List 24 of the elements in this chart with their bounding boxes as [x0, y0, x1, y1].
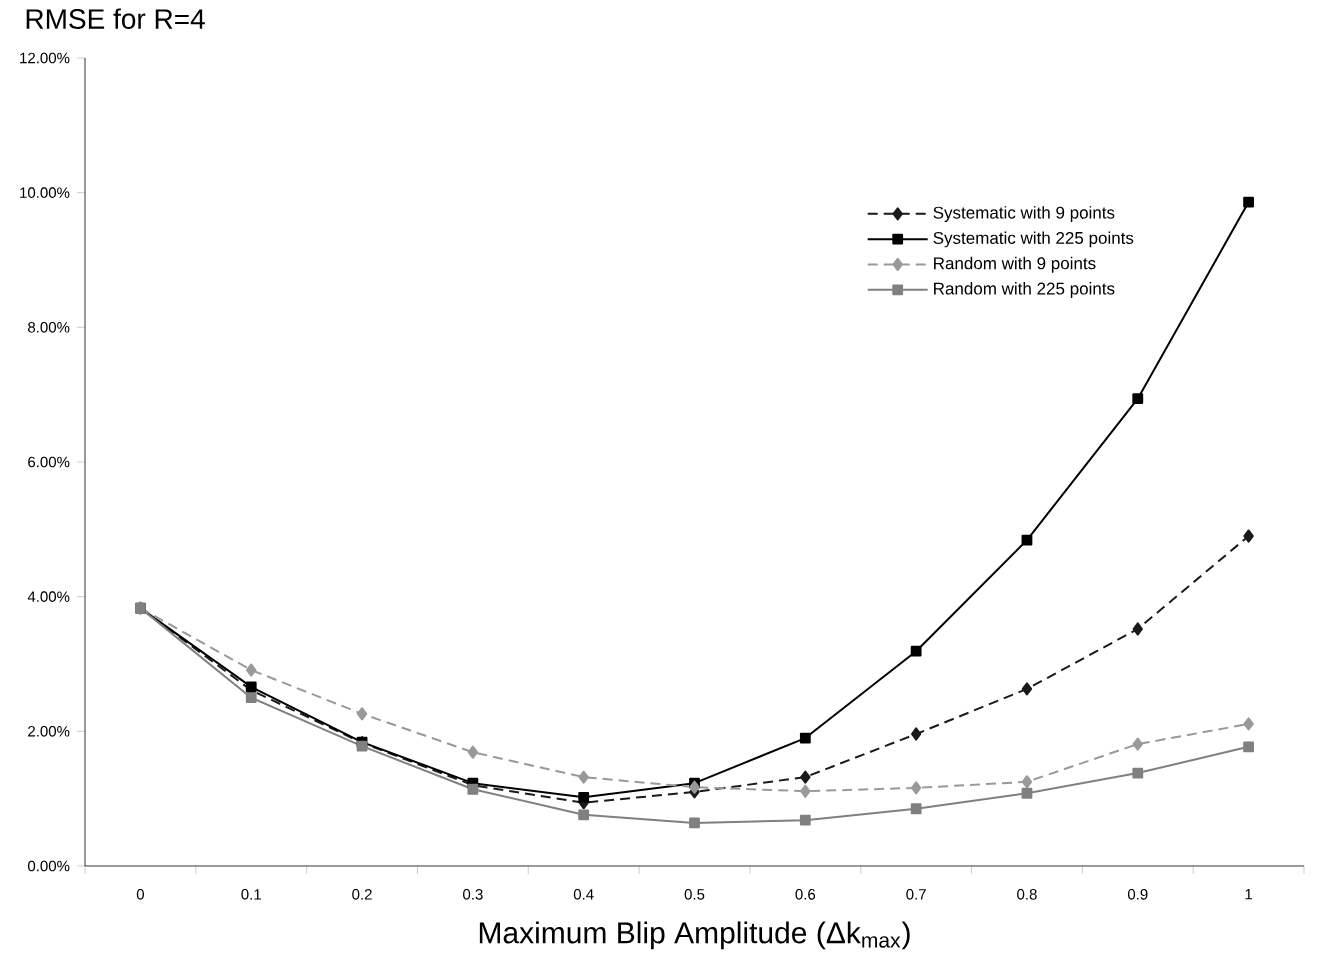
x-tick-label: 0.5 [684, 889, 705, 900]
x-tick-label: 1 [1245, 889, 1253, 900]
x-tick-label: 0.1 [241, 889, 261, 900]
legend-label: Systematic with 225 points [933, 231, 1134, 248]
x-tick-label: 0.9 [1127, 889, 1148, 900]
y-tick-label: 6.00% [28, 456, 70, 468]
y-tick-label: 2.00% [28, 726, 70, 737]
x-tick-label: 0.4 [573, 889, 594, 900]
x-tick-label: 0.8 [1017, 889, 1037, 900]
y-tick-label: 10.00% [20, 187, 70, 198]
x-tick-label: 0.7 [906, 889, 926, 900]
y-tick-label: 12.00% [20, 52, 70, 64]
legend-label: Random with 225 points [934, 282, 1115, 298]
chart-title: RMSE for R=4 [26, 8, 205, 29]
x-tick-label: 0 [136, 889, 144, 900]
legend-label: Systematic with 9 points [933, 206, 1115, 223]
x-tick-label: 0.6 [795, 889, 816, 900]
x-tick-label: 0.3 [463, 889, 483, 900]
y-tick-label: 0.00% [28, 860, 70, 872]
legend-label: Random with 9 points [934, 256, 1096, 273]
y-tick-label: 4.00% [27, 591, 70, 602]
x-axis-title: Maximum Blip Amplitude (Δk$_{max}$) [479, 921, 910, 950]
y-tick-label: 8.00% [28, 322, 70, 333]
x-tick-label: 0.2 [352, 889, 372, 900]
